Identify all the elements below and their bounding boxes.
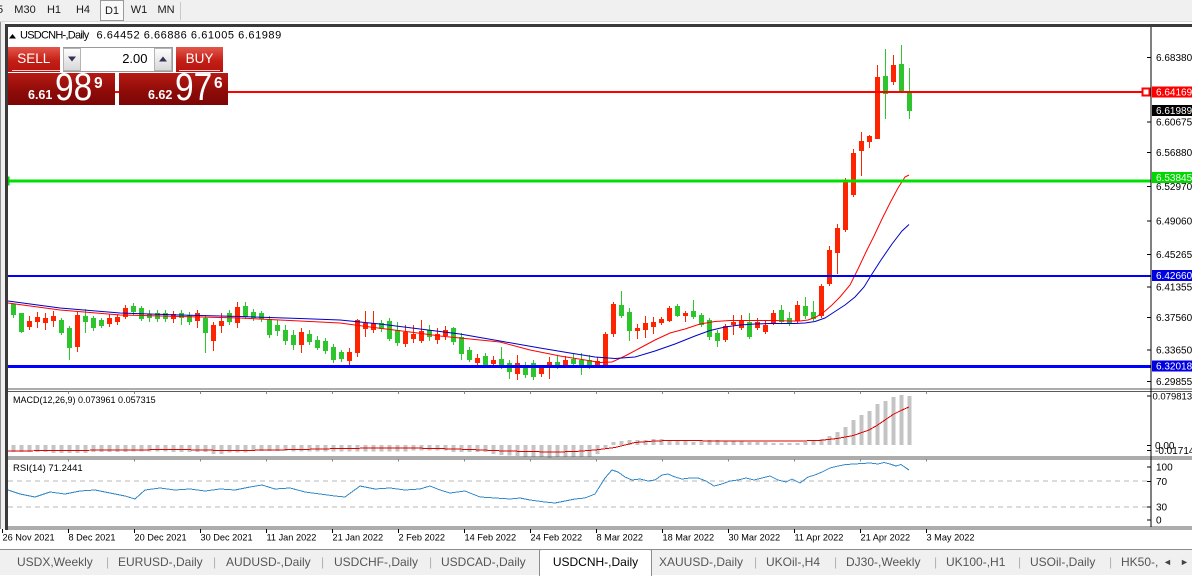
svg-text:6.42660: 6.42660 <box>1156 271 1192 282</box>
svg-text:0.079813: 0.079813 <box>1153 392 1192 403</box>
svg-text:21 Apr 2022: 21 Apr 2022 <box>861 533 911 543</box>
svg-text:6.53845: 6.53845 <box>1156 173 1192 184</box>
svg-text:6.56880: 6.56880 <box>1156 148 1192 159</box>
svg-text:18 Mar 2022: 18 Mar 2022 <box>663 533 715 543</box>
svg-text:26 Nov 2021: 26 Nov 2021 <box>3 533 55 543</box>
svg-text:2 Feb 2022: 2 Feb 2022 <box>399 533 446 543</box>
svg-text:30 Mar 2022: 30 Mar 2022 <box>729 533 781 543</box>
svg-text:20 Dec 2021: 20 Dec 2021 <box>135 533 187 543</box>
svg-text:8 Dec 2021: 8 Dec 2021 <box>69 533 116 543</box>
svg-text:14 Feb 2022: 14 Feb 2022 <box>465 533 517 543</box>
svg-text:3 May 2022: 3 May 2022 <box>927 533 975 543</box>
svg-text:6.45265: 6.45265 <box>1156 250 1192 261</box>
svg-text:RSI(14) 71.2441: RSI(14) 71.2441 <box>13 463 83 474</box>
svg-text:6.68380: 6.68380 <box>1156 53 1192 64</box>
svg-text:8 Mar 2022: 8 Mar 2022 <box>597 533 643 543</box>
svg-text:0: 0 <box>1156 516 1162 527</box>
svg-text:6.64169: 6.64169 <box>1156 88 1192 99</box>
svg-text:24 Feb 2022: 24 Feb 2022 <box>531 533 583 543</box>
svg-text:6.41355: 6.41355 <box>1156 283 1192 294</box>
svg-text:6.32018: 6.32018 <box>1156 362 1192 373</box>
svg-text:30 Dec 2021: 30 Dec 2021 <box>201 533 253 543</box>
svg-text:100: 100 <box>1156 463 1173 474</box>
svg-text:USDCNH-,Daily: USDCNH-,Daily <box>20 30 90 42</box>
svg-text:11 Jan 2022: 11 Jan 2022 <box>267 533 317 543</box>
svg-text:6.29855: 6.29855 <box>1156 377 1192 388</box>
svg-text:6.61989: 6.61989 <box>1156 106 1192 117</box>
svg-text:6.64452 6.66886 6.61005 6.6198: 6.64452 6.66886 6.61005 6.61989 <box>97 30 282 42</box>
svg-text:6.33650: 6.33650 <box>1156 346 1192 357</box>
svg-text:6.49060: 6.49060 <box>1156 217 1192 228</box>
svg-text:70: 70 <box>1156 477 1168 488</box>
svg-text:6.60675: 6.60675 <box>1156 118 1192 129</box>
svg-text:30: 30 <box>1156 503 1168 514</box>
svg-text:21 Jan 2022: 21 Jan 2022 <box>333 533 384 543</box>
svg-text:MACD(12,26,9) 0.073961 0.05731: MACD(12,26,9) 0.073961 0.057315 <box>13 395 156 405</box>
svg-text:11 Apr 2022: 11 Apr 2022 <box>795 533 844 543</box>
svg-text:-0.017148: -0.017148 <box>1155 446 1192 457</box>
svg-text:6.37560: 6.37560 <box>1156 313 1192 324</box>
